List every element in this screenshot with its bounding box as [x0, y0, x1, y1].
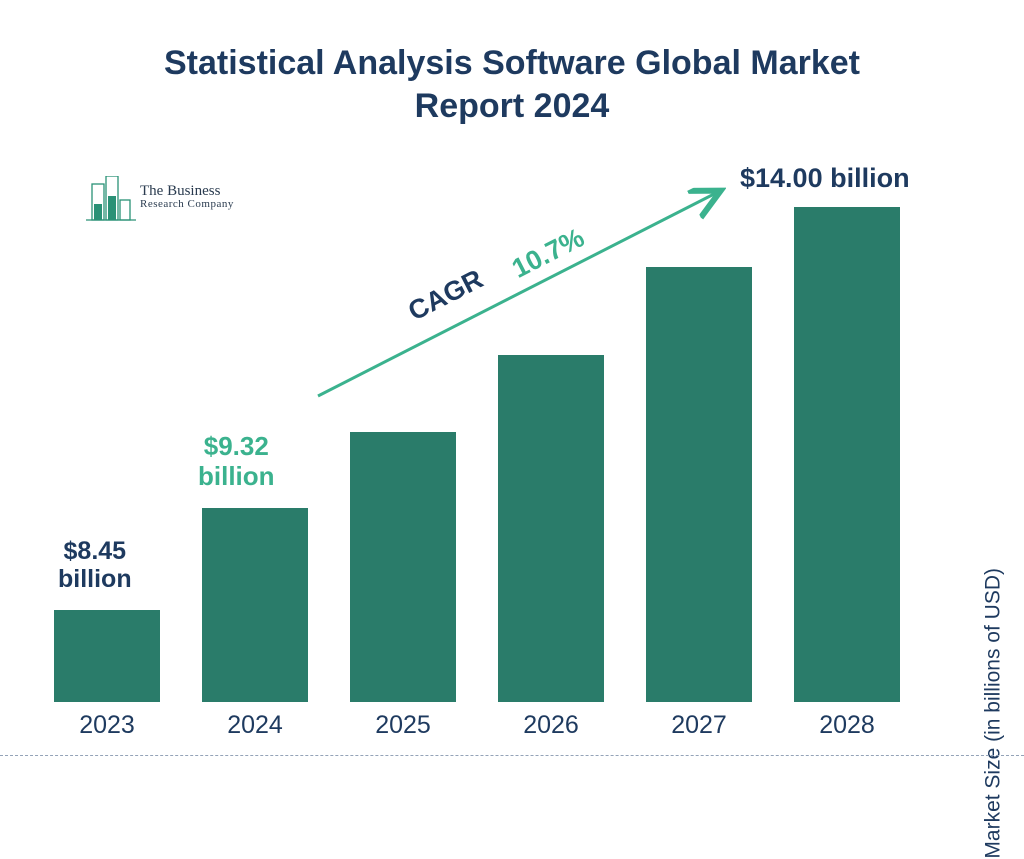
bar-chart — [54, 172, 934, 702]
x-label-2025: 2025 — [350, 711, 456, 740]
bar-2026 — [498, 355, 604, 702]
bar-2025 — [350, 432, 456, 702]
title-line1: Statistical Analysis Software Global Mar… — [164, 44, 860, 82]
bar-2023 — [54, 610, 160, 702]
x-label-2028: 2028 — [794, 711, 900, 740]
x-label-2026: 2026 — [498, 711, 604, 740]
x-label-2027: 2027 — [646, 711, 752, 740]
chart-title: Statistical Analysis Software Global Mar… — [0, 42, 1024, 127]
bar-2024 — [202, 508, 308, 702]
title-line2: Report 2024 — [415, 87, 610, 125]
callout-2028: $14.00 billion — [740, 163, 910, 194]
callout-2023: $8.45billion — [58, 537, 132, 595]
bar-2027 — [646, 267, 752, 702]
x-label-2023: 2023 — [54, 711, 160, 740]
bar-2028 — [794, 207, 900, 702]
callout-2024: $9.32billion — [198, 432, 275, 492]
y-axis-label: Market Size (in billions of USD) — [982, 568, 1006, 859]
baseline-divider — [0, 755, 1024, 756]
x-label-2024: 2024 — [202, 711, 308, 740]
